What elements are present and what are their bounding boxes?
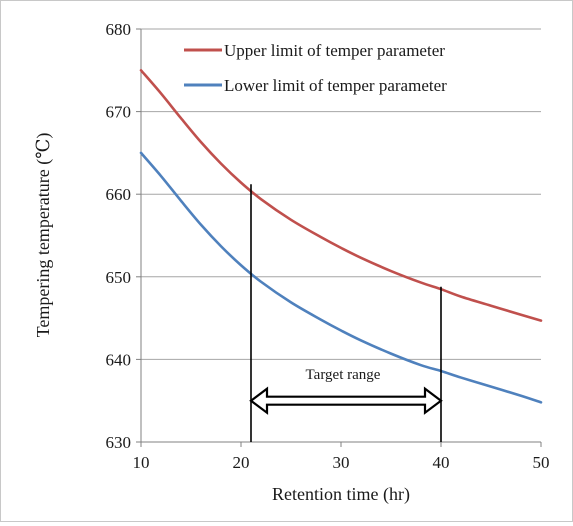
x-tick-label: 20 — [233, 453, 250, 472]
target-range-label: Target range — [306, 367, 381, 383]
x-axis-title: Retention time (hr) — [272, 484, 410, 505]
target-range-arrow — [249, 386, 443, 415]
series-lines — [139, 69, 543, 404]
legend-label-upper-limit: Upper limit of temper parameter — [224, 41, 445, 60]
y-tick-label: 680 — [106, 20, 132, 39]
y-tick-label: 660 — [106, 185, 132, 204]
x-tick-label: 40 — [433, 453, 450, 472]
gridlines — [141, 28, 541, 360]
lower-limit-series-line — [139, 151, 543, 404]
x-tick-label: 10 — [133, 453, 150, 472]
y-tick-label: 670 — [106, 103, 132, 122]
legend: Upper limit of temper parameter Lower li… — [184, 41, 447, 95]
x-tick-label: 30 — [333, 453, 350, 472]
legend-label-lower-limit: Lower limit of temper parameter — [224, 76, 447, 95]
tick-labels: 630 640 650 660 670 680 10 20 30 40 50 — [106, 20, 550, 472]
x-tick-label: 50 — [533, 453, 550, 472]
y-axis-title: Tempering temperature (℃) — [33, 133, 54, 338]
upper-limit-series-line — [139, 69, 543, 322]
target-range-annotation: Target range — [249, 184, 443, 442]
y-tick-label: 640 — [106, 350, 132, 369]
y-tick-label: 650 — [106, 268, 132, 287]
y-tick-label: 630 — [106, 433, 132, 452]
